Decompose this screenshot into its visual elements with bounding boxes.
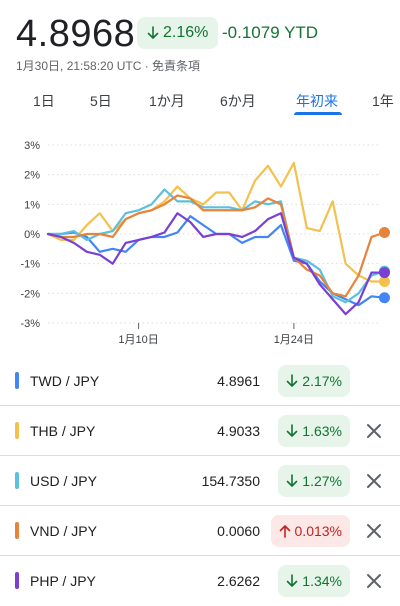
pair-rate: 0.0060 xyxy=(217,523,260,539)
active-tab-indicator xyxy=(294,112,342,115)
x-tick-label: 1月24日 xyxy=(274,334,314,346)
pair-change-badge: 1.34% xyxy=(278,565,350,597)
remove-comparison-button[interactable] xyxy=(363,420,385,442)
series-end-dot xyxy=(378,292,390,304)
pair-change-value: 2.17% xyxy=(302,373,342,389)
change-percent-badge: 2.16% xyxy=(137,17,219,49)
series-line-phpjpy xyxy=(46,212,386,316)
pair-change-badge: 2.17% xyxy=(278,365,350,397)
close-icon xyxy=(367,424,381,438)
chart-svg: 3% 2% 1% 0% -1% -2% -3% 1月10日 1月24日 xyxy=(20,140,390,346)
close-icon xyxy=(367,574,381,588)
tab-1y[interactable]: 1年 xyxy=(372,93,394,109)
range-tabs: 1日 5日 1か月 6か月 年初来 1年 xyxy=(0,86,400,120)
series-color-swatch xyxy=(15,572,19,589)
series-color-swatch xyxy=(15,372,19,389)
pair-change-value: 1.27% xyxy=(302,473,342,489)
arrow-downward-icon xyxy=(286,574,298,588)
ytd-change: -0.1079 YTD xyxy=(222,23,319,42)
arrow-downward-icon xyxy=(286,374,298,388)
list-item-usd-jpy[interactable]: USD / JPY 154.7350 1.27% xyxy=(0,456,400,506)
change-percent-value: 2.16% xyxy=(163,24,209,41)
close-icon xyxy=(367,474,381,488)
list-item-vnd-jpy[interactable]: VND / JPY 0.0060 0.013% xyxy=(0,506,400,556)
series-color-swatch xyxy=(15,472,19,489)
pair-change-value: 0.013% xyxy=(294,523,342,539)
y-tick-label: -1% xyxy=(20,259,40,271)
arrow-upward-icon xyxy=(279,524,291,538)
remove-comparison-button[interactable] xyxy=(363,570,385,592)
y-tick-label: -2% xyxy=(20,288,40,300)
series-color-swatch xyxy=(15,422,19,439)
series-line-thbjpy xyxy=(46,161,386,283)
series-color-swatch xyxy=(15,522,19,539)
pair-name: TWD / JPY xyxy=(30,373,100,389)
pair-change-value: 1.63% xyxy=(302,423,342,439)
arrow-downward-icon xyxy=(286,424,298,438)
comparison-chart: 3% 2% 1% 0% -1% -2% -3% 1月10日 1月24日 xyxy=(0,130,400,355)
y-tick-label: 0% xyxy=(24,229,40,241)
list-item-thb-jpy[interactable]: THB / JPY 4.9033 1.63% xyxy=(0,406,400,456)
tab-ytd[interactable]: 年初来 xyxy=(296,93,338,109)
series-end-dot xyxy=(378,275,390,287)
y-tick-label: 3% xyxy=(24,140,40,152)
pair-name: USD / JPY xyxy=(30,473,97,489)
list-item-twd-jpy[interactable]: TWD / JPY 4.8961 2.17% xyxy=(0,356,400,406)
comparison-list: TWD / JPY 4.8961 2.17% THB / JPY 4.9033 … xyxy=(0,356,400,606)
tab-1d[interactable]: 1日 xyxy=(33,93,55,109)
timestamp-disclaimer[interactable]: 1月30日, 21:58:20 UTC · 免責条項 xyxy=(16,59,201,73)
series-line-vndjpy xyxy=(46,194,386,298)
pair-change-value: 1.34% xyxy=(302,573,342,589)
remove-comparison-button[interactable] xyxy=(363,520,385,542)
y-tick-label: 2% xyxy=(24,170,40,182)
pair-name: THB / JPY xyxy=(30,423,96,439)
y-tick-label: -3% xyxy=(20,318,40,330)
pair-rate: 154.7350 xyxy=(201,473,260,489)
arrow-downward-icon xyxy=(286,474,298,488)
close-icon xyxy=(367,524,381,538)
arrow-downward-icon xyxy=(147,26,159,40)
tab-1m[interactable]: 1か月 xyxy=(149,93,185,109)
tab-5d[interactable]: 5日 xyxy=(90,93,112,109)
pair-change-badge: 1.63% xyxy=(278,415,350,447)
pair-rate: 4.9033 xyxy=(217,423,260,439)
pair-name: PHP / JPY xyxy=(30,573,96,589)
current-price: 4.8968 xyxy=(16,13,136,55)
tab-6m[interactable]: 6か月 xyxy=(220,93,256,109)
pair-change-badge: 0.013% xyxy=(270,515,350,547)
series-end-dot xyxy=(378,227,390,239)
remove-comparison-button[interactable] xyxy=(363,470,385,492)
series-line-twdjpy xyxy=(46,215,386,307)
quote-header: 4.8968 2.16% -0.1079 YTD 1月30日, 21:58:20… xyxy=(0,0,400,80)
series-end-dot xyxy=(378,267,390,279)
list-item-php-jpy[interactable]: PHP / JPY 2.6262 1.34% xyxy=(0,556,400,606)
x-tick-label: 1月10日 xyxy=(118,334,158,346)
pair-name: VND / JPY xyxy=(30,523,97,539)
pair-change-badge: 1.27% xyxy=(278,465,350,497)
pair-rate: 4.8961 xyxy=(217,373,260,389)
pair-rate: 2.6262 xyxy=(217,573,260,589)
y-tick-label: 1% xyxy=(24,199,40,211)
